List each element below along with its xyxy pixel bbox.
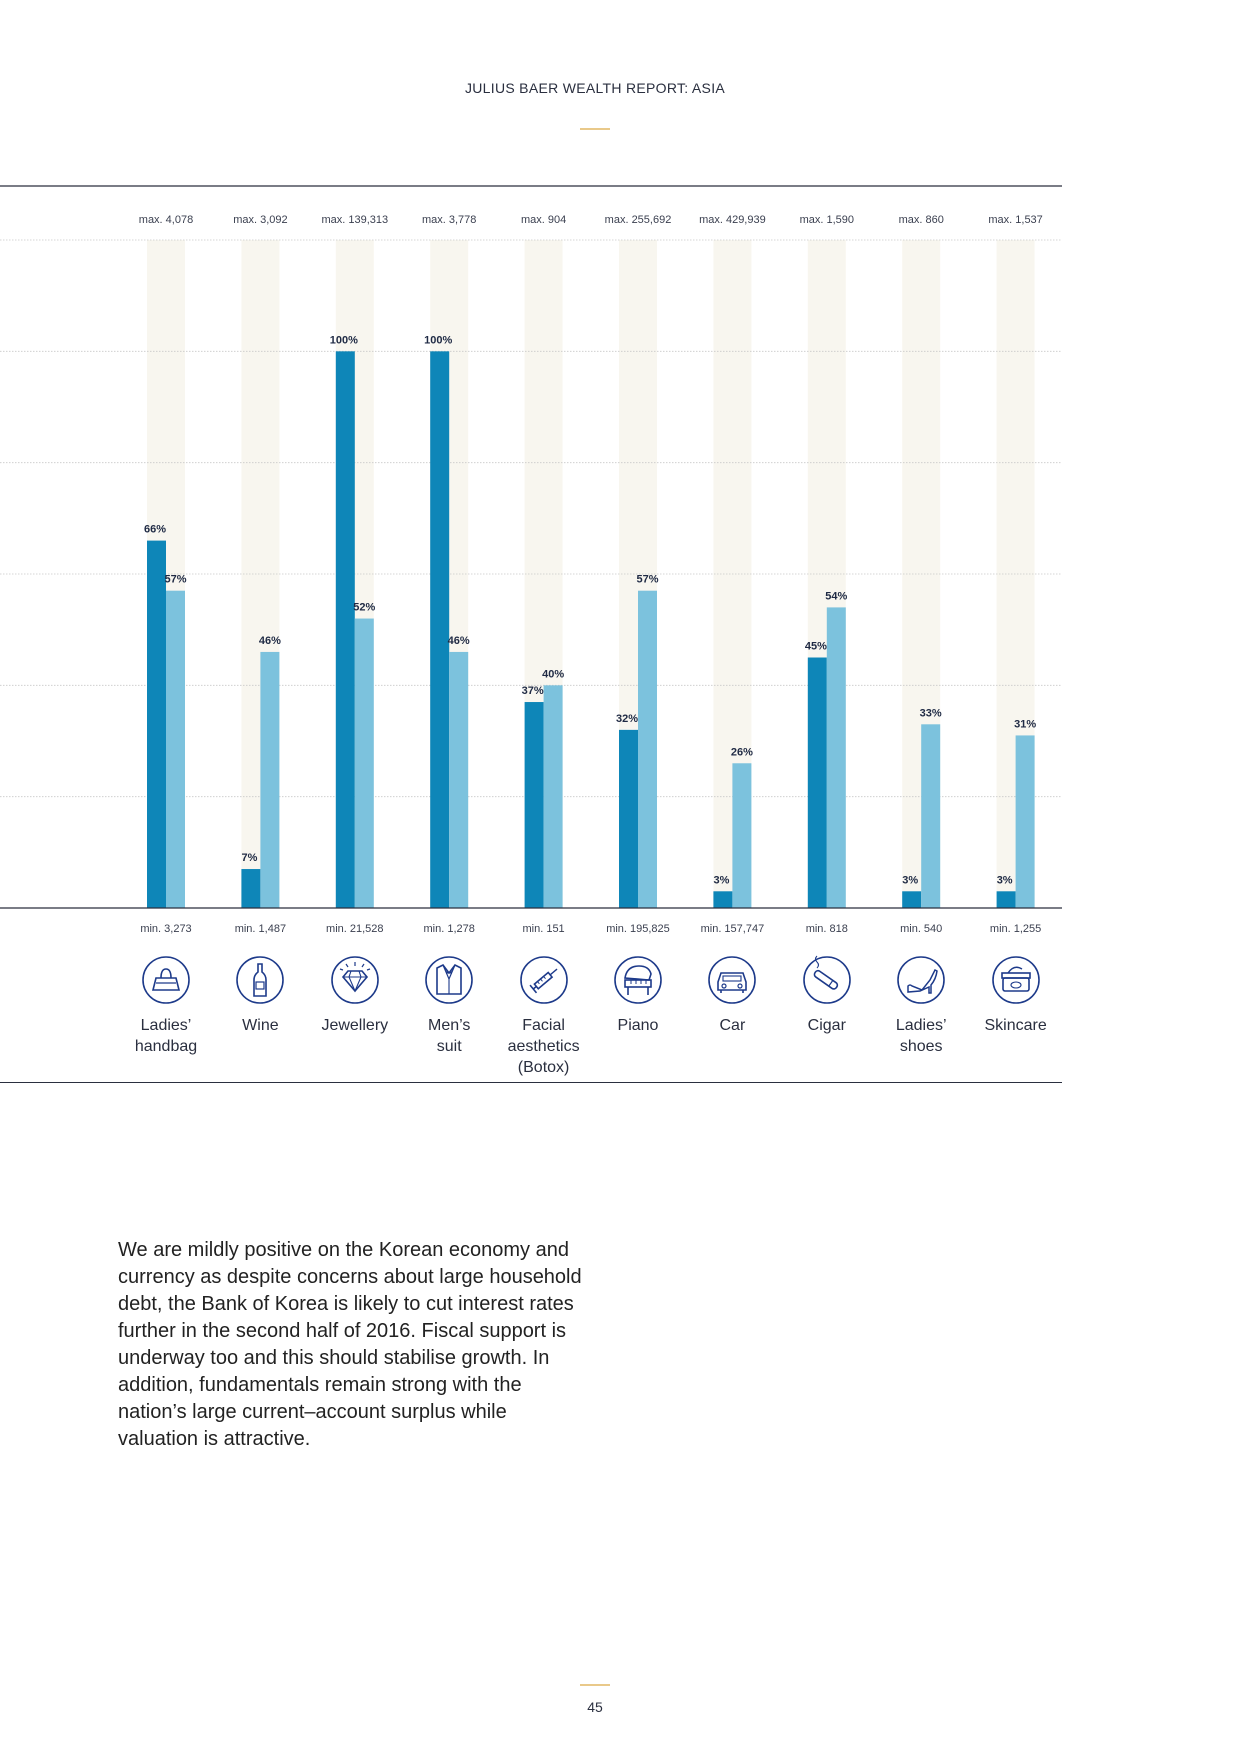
bar-s0-2 xyxy=(335,351,355,908)
chart-bottom-rule xyxy=(0,1082,1062,1083)
header-rule xyxy=(580,128,610,130)
category-5: Piano xyxy=(588,955,688,1036)
value-label-s1-6: 26% xyxy=(731,746,753,758)
category-label: Ladies’ shoes xyxy=(895,1017,947,1055)
value-label-s1-1: 46% xyxy=(259,635,281,647)
bar-s0-3 xyxy=(430,351,450,908)
category-1: Wine xyxy=(210,955,310,1036)
piano-icon xyxy=(614,956,662,1004)
high-heel-icon xyxy=(897,956,945,1004)
footer-rule xyxy=(580,1684,610,1686)
value-label-s1-4: 40% xyxy=(542,668,564,680)
value-label-s0-2: 100% xyxy=(330,334,358,346)
header-title: JULIUS BAER WEALTH REPORT: ASIA xyxy=(464,80,726,96)
car-icon xyxy=(708,956,757,1004)
value-label-s0-8: 3% xyxy=(902,874,918,886)
category-label: Facial aesthetics (Botox) xyxy=(507,1017,580,1076)
value-label-s0-3: 100% xyxy=(424,334,452,346)
category-8: Ladies’ shoes xyxy=(871,955,971,1057)
bar-s0-8 xyxy=(902,891,922,908)
bar-s0-6 xyxy=(713,891,733,908)
bar-s1-0 xyxy=(166,590,185,908)
value-label-s1-7: 54% xyxy=(825,590,847,602)
min-label-7: min. 818 xyxy=(806,923,848,935)
max-label-4: max. 904 xyxy=(521,214,566,226)
value-label-s0-7: 45% xyxy=(805,641,827,653)
max-label-3: max. 3,778 xyxy=(422,214,476,226)
max-label-1: max. 3,092 xyxy=(233,214,287,226)
category-label: Car xyxy=(719,1017,746,1034)
min-label-6: min. 157,747 xyxy=(701,923,765,935)
bar-s1-6 xyxy=(732,763,752,908)
category-label: Wine xyxy=(242,1017,279,1034)
bar-s0-1 xyxy=(241,869,261,908)
bar-s1-8 xyxy=(921,724,941,908)
max-label-7: max. 1,590 xyxy=(800,214,854,226)
bar-s0-4 xyxy=(524,702,544,908)
bar-s1-5 xyxy=(638,590,657,908)
bar-s1-1 xyxy=(260,651,280,908)
value-label-s1-9: 31% xyxy=(1014,718,1036,730)
min-label-3: min. 1,278 xyxy=(424,923,475,935)
category-6: Car xyxy=(682,955,782,1036)
category-4: Facial aesthetics (Botox) xyxy=(494,955,594,1078)
bar-s0-9 xyxy=(996,891,1016,908)
bar-s1-9 xyxy=(1015,735,1035,908)
value-label-s0-4: 37% xyxy=(522,685,544,697)
value-label-s0-1: 7% xyxy=(241,852,257,864)
min-label-8: min. 540 xyxy=(900,923,942,935)
bar-s1-4 xyxy=(543,685,563,908)
min-label-4: min. 151 xyxy=(522,923,564,935)
category-label: Cigar xyxy=(807,1017,846,1034)
category-icon-row: Ladies’ handbag Wine Jewellery Men’s suit Fa… xyxy=(0,955,1240,1083)
min-label-5: min. 195,825 xyxy=(606,923,670,935)
bar-s0-0 xyxy=(147,540,166,908)
category-7: Cigar xyxy=(777,955,877,1036)
value-label-s1-8: 33% xyxy=(920,707,942,719)
value-label-s0-6: 3% xyxy=(713,874,729,886)
syringe-icon xyxy=(519,956,568,1004)
bar-s1-7 xyxy=(826,607,846,908)
max-label-8: max. 860 xyxy=(899,214,944,226)
category-label: Men’s suit xyxy=(427,1017,471,1055)
min-label-1: min. 1,487 xyxy=(235,923,286,935)
category-label: Skincare xyxy=(984,1017,1047,1034)
category-label: Piano xyxy=(617,1017,659,1034)
max-label-2: max. 139,313 xyxy=(321,214,388,226)
category-label: Jewellery xyxy=(321,1017,389,1034)
bar-s1-3 xyxy=(449,651,469,908)
category-0: Ladies’ handbag xyxy=(116,955,216,1057)
bar-chart: 66% 7% 100% 100% 37% 32% 3% 45% 3% 3% 57% 46% 52% 46%… xyxy=(0,185,1062,935)
handbag-icon xyxy=(142,956,190,1004)
min-label-0: min. 3,273 xyxy=(140,923,191,935)
max-label-5: max. 255,692 xyxy=(605,214,672,226)
category-9: Skincare xyxy=(966,955,1066,1036)
bar-s1-2 xyxy=(354,618,374,908)
value-label-s1-3: 46% xyxy=(448,635,470,647)
category-label: Ladies’ handbag xyxy=(134,1017,198,1055)
min-label-9: min. 1,255 xyxy=(990,923,1041,935)
bar-s0-7 xyxy=(807,657,827,908)
diamond-icon xyxy=(330,956,379,1004)
body-paragraph: We are mildly positive on the Korean eco… xyxy=(118,1239,582,1450)
cigar-icon xyxy=(802,955,851,1004)
page-number: 45 xyxy=(587,1699,603,1715)
max-label-9: max. 1,537 xyxy=(988,214,1042,226)
category-2: Jewellery xyxy=(305,955,405,1036)
wine-bottle-icon xyxy=(236,956,285,1004)
value-label-s0-0: 66% xyxy=(144,524,166,536)
category-3: Men’s suit xyxy=(399,955,499,1057)
max-label-0: max. 4,078 xyxy=(139,214,193,226)
suit-icon xyxy=(425,956,473,1004)
value-label-s1-2: 52% xyxy=(353,602,375,614)
bar-s0-5 xyxy=(619,729,638,908)
max-label-6: max. 429,939 xyxy=(699,214,766,226)
value-label-s0-9: 3% xyxy=(997,874,1013,886)
min-label-2: min. 21,528 xyxy=(326,923,383,935)
value-label-s1-5: 57% xyxy=(636,574,658,586)
skincare-jar-icon xyxy=(991,956,1040,1004)
value-label-s0-5: 32% xyxy=(616,713,638,725)
value-label-s1-0: 57% xyxy=(164,574,186,586)
